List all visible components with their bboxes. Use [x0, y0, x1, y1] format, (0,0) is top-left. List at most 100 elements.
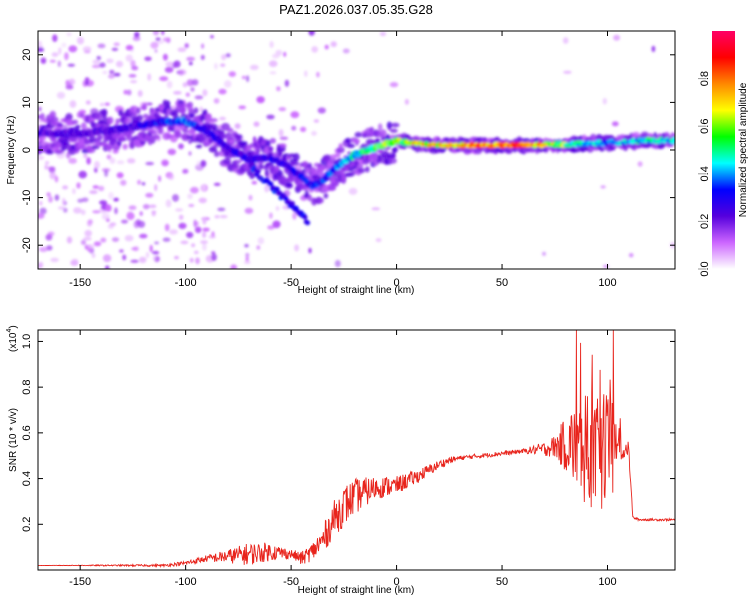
- spectrogram-cell: [101, 108, 108, 117]
- spectrogram-cell: [154, 184, 158, 192]
- spectrogram-branch-cell: [305, 220, 311, 226]
- spectrogram-cell: [86, 244, 95, 249]
- spectrogram-cell: [279, 143, 287, 148]
- spectrogram-cell: [164, 223, 170, 232]
- spectrogram-cell: [256, 96, 265, 104]
- spectrogram-cell: [379, 31, 387, 37]
- spectrogram-cell: [313, 119, 320, 123]
- spectrogram-cell: [304, 190, 309, 198]
- colorbar-tick-label: 0.8: [699, 71, 711, 86]
- snr-ylabel: SNR (10 * v/v): [8, 408, 19, 472]
- spectrogram-cell: [91, 64, 101, 69]
- spectrogram-cell: [113, 42, 120, 47]
- spectrogram-cell: [222, 158, 232, 165]
- spectrogram-cell: [188, 204, 195, 207]
- spectrogram-cell: [92, 59, 101, 65]
- spectrogram-cell: [182, 168, 189, 174]
- spectrogram-cell: [284, 79, 290, 87]
- spectrogram-cell: [64, 52, 69, 61]
- spectrogram-cell: [277, 169, 283, 178]
- snr-xlabel: Height of straight line (km): [298, 585, 415, 596]
- spectrogram-cell: [391, 153, 396, 159]
- spectrogram-cell: [132, 36, 141, 42]
- spectrogram-cell: [56, 91, 66, 99]
- spectrogram-cell: [104, 102, 111, 106]
- spectrogram-cell: [38, 47, 45, 52]
- spectrogram-cell: [159, 76, 169, 82]
- spectrogram-cell: [116, 160, 125, 165]
- spectrogram-cell: [62, 197, 66, 206]
- spectrogram-cell: [136, 114, 144, 122]
- spectrogram-cell: [155, 40, 164, 44]
- spectrogram-cell: [154, 241, 160, 245]
- spectrogram-cell: [186, 231, 194, 239]
- spectrogram-cell: [80, 239, 87, 245]
- spectrogram-cell: [119, 249, 124, 253]
- spectrogram-cell: [218, 88, 227, 95]
- spectrogram-cell: [181, 223, 187, 228]
- spectrogram-cell: [106, 154, 112, 160]
- spectrogram-cell: [81, 197, 89, 203]
- spectrogram-cell: [269, 41, 274, 48]
- spectrogram-cell: [138, 256, 147, 264]
- spectrogram-cell: [125, 54, 133, 62]
- spectrogram-cell: [344, 137, 352, 144]
- spectrogram-cell: [308, 31, 315, 36]
- spectrogram-cell: [68, 78, 76, 86]
- spectrogram-cell: [266, 114, 275, 120]
- spectrogram-cell: [130, 60, 136, 68]
- snr-ytick-label: 0.2: [21, 517, 33, 532]
- spectrogram-cell: [264, 184, 270, 193]
- spectrogram-cell: [145, 251, 150, 259]
- spectrogram-cell: [115, 118, 120, 124]
- spectrogram-cell: [39, 246, 48, 253]
- spectrogram-cell: [114, 207, 118, 215]
- spectrogram-cell: [54, 149, 63, 155]
- spectrogram-cell: [613, 34, 621, 41]
- spectrogram-cell: [186, 56, 196, 62]
- snr-multiplier: (x104): [6, 325, 19, 352]
- spectrogram-cell: [82, 46, 92, 52]
- spectrogram-cell: [210, 35, 214, 39]
- spectrogram-cell: [85, 80, 89, 86]
- spectrogram-cell: [65, 79, 70, 87]
- spectrogram-cell: [137, 90, 143, 97]
- spectrogram-cell: [115, 60, 124, 68]
- spectrogram-cell: [267, 225, 275, 230]
- spectrogram-cell: [209, 118, 218, 123]
- spectrogram-cell: [86, 157, 91, 165]
- spectrogram-cell: [149, 244, 153, 253]
- spectrogram-cell: [234, 123, 241, 129]
- spectrogram-cell: [219, 116, 226, 121]
- spectrogram-cell: [198, 197, 207, 204]
- spectrogram-cell: [354, 131, 363, 138]
- spectrogram-cell: [167, 148, 177, 156]
- spectrogram-cell: [113, 197, 119, 202]
- spectrogram-cell: [47, 231, 55, 237]
- spectrogram-cell: [182, 128, 189, 134]
- spectrogram-cell: [269, 138, 276, 144]
- spectrogram-cell: [542, 251, 546, 256]
- spectrogram-cell: [39, 201, 43, 206]
- spectrogram-cell: [99, 102, 105, 107]
- spectrogram-cell: [334, 260, 341, 268]
- spectrogram-cell: [149, 129, 157, 135]
- spectrogram-cell: [86, 219, 93, 227]
- spectrogram-cell: [38, 212, 45, 219]
- spectrogram-cell: [200, 54, 205, 61]
- spectrogram-cell: [83, 153, 88, 159]
- spectrogram-cell: [186, 79, 194, 87]
- spectrogram-cell: [230, 264, 238, 269]
- spectrogram-cell: [152, 250, 160, 255]
- spectrogram-cell: [304, 70, 308, 77]
- spectrogram-cell: [243, 261, 251, 264]
- spectrogram-cell: [177, 47, 187, 52]
- spectrogram-cell: [98, 62, 106, 68]
- spectrogram-cell: [48, 166, 56, 173]
- spectrogram-cell: [98, 185, 105, 192]
- spectrogram-cell: [244, 207, 254, 214]
- spectrogram-cell: [187, 193, 193, 200]
- spectrogram-cell: [85, 100, 91, 105]
- spectrogram-cell: [389, 128, 398, 133]
- spectrogram-cell: [219, 215, 228, 219]
